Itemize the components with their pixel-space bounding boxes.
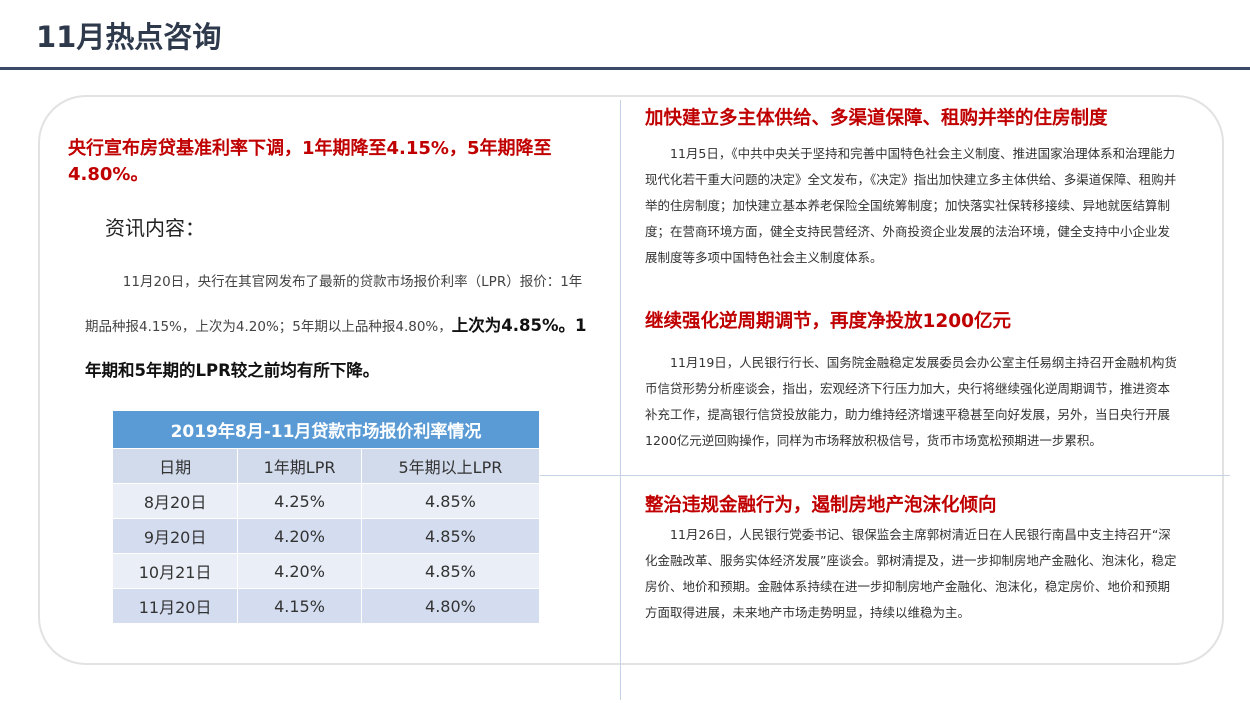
cell: 4.15% bbox=[237, 588, 362, 624]
content-frame bbox=[38, 95, 1224, 665]
article-title: 继续强化逆周期调节，再度净投放1200亿元 bbox=[645, 311, 1011, 332]
article-body: 11月5日，《中共中央关于坚持和完善中国特色社会主义制度、推进国家治理体系和治理… bbox=[645, 146, 1177, 265]
divider bbox=[620, 100, 621, 700]
section-label: 资讯内容： bbox=[105, 216, 205, 240]
cell: 4.25% bbox=[237, 483, 362, 519]
article-body: 11月26日，人民银行党委书记、银保监会主席郭树清近日在人民银行南昌中支主持召开… bbox=[645, 527, 1177, 620]
paragraph: 11月20日，央行在其官网发布了最新的贷款市场报价利率（LPR）报价：1年期品种… bbox=[85, 260, 590, 394]
text: 11月20日，央行在其官网发布了最新的贷款市场报价利率（LPR）报价：1年期品种… bbox=[85, 274, 583, 335]
cell: 10月21日 bbox=[111, 553, 239, 589]
cell: 11月20日 bbox=[111, 588, 239, 624]
cell: 4.85% bbox=[360, 553, 541, 589]
bold-text: 上次为4.85%。1年期和5年期的LPR较之前均有所下降。 bbox=[85, 316, 587, 380]
rate-table: 2019年8月-11月贷款市场报价利率情况 日期 1年期LPR 5年期以上LPR… bbox=[111, 410, 541, 624]
article-body: 11月19日，人民银行行长、国务院金融稳定发展委员会办公室主任易纲主持召开金融机… bbox=[645, 355, 1177, 448]
cell: 4.80% bbox=[360, 588, 541, 624]
cell: 4.85% bbox=[360, 483, 541, 519]
divider bbox=[450, 475, 1230, 476]
headline: 央行宣布房贷基准利率下调，1年期降至4.15%，5年期降至4.80%。 bbox=[68, 138, 552, 185]
cell: 4.20% bbox=[237, 553, 362, 589]
cell: 9月20日 bbox=[111, 518, 239, 554]
column-header: 1年期LPR bbox=[237, 448, 362, 484]
cell: 4.85% bbox=[360, 518, 541, 554]
column-header: 日期 bbox=[111, 448, 239, 484]
article-title: 加快建立多主体供给、多渠道保障、租购并举的住房制度 bbox=[645, 108, 1108, 129]
slide-title: 11月热点咨询 bbox=[36, 20, 222, 54]
title-rule bbox=[0, 67, 1250, 70]
column-header: 5年期以上LPR bbox=[360, 448, 541, 484]
cell: 8月20日 bbox=[111, 483, 239, 519]
article-title: 整治违规金融行为，遏制房地产泡沫化倾向 bbox=[645, 495, 997, 516]
table-title: 2019年8月-11月贷款市场报价利率情况 bbox=[112, 410, 540, 449]
cell: 4.20% bbox=[237, 518, 362, 554]
